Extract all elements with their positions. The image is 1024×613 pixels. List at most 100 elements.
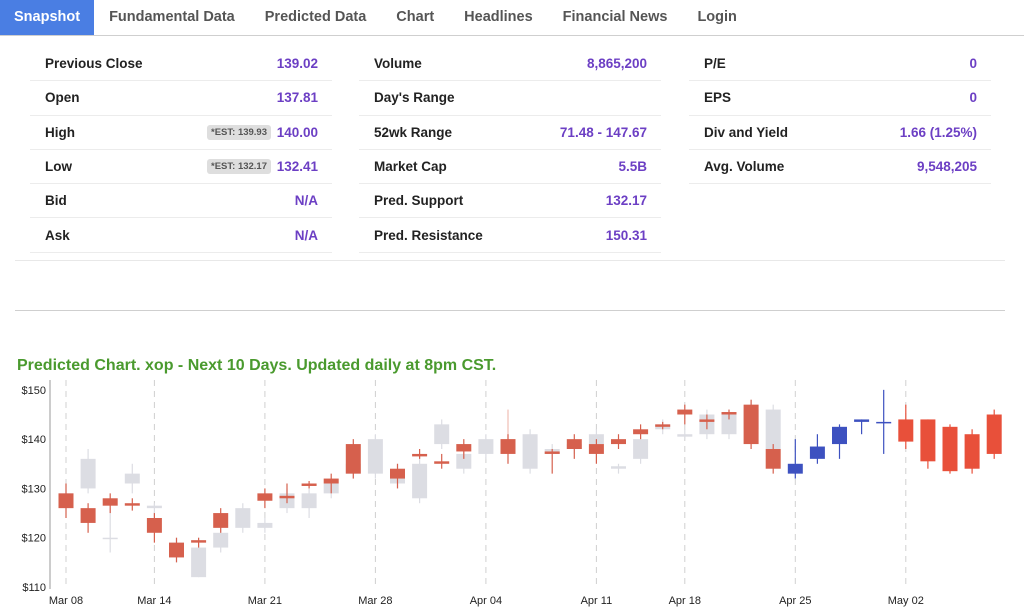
actual-candle <box>699 419 715 422</box>
predicted-candle <box>146 505 162 509</box>
stat-row: P/E 0 <box>689 47 991 82</box>
actual-candle <box>611 439 626 445</box>
stat-value: N/A <box>294 193 318 209</box>
x-tick-label: Apr 25 <box>779 595 811 607</box>
predicted-candle <box>213 532 229 548</box>
actual-candle <box>80 508 96 523</box>
x-tick-label: Apr 11 <box>581 595 613 607</box>
tab-financial-news[interactable]: Financial News <box>562 9 668 25</box>
actual-candle <box>102 498 118 506</box>
actual-candle <box>213 513 229 528</box>
y-tick-label: $130 <box>22 483 46 495</box>
stat-value: N/A <box>294 227 318 243</box>
predicted-candle <box>633 439 649 459</box>
tab-login[interactable]: Login <box>697 9 737 25</box>
stats-panel: Previous Close 139.02 Open 137.81 High *EST… <box>30 47 1000 260</box>
actual-candle <box>191 540 207 543</box>
stat-value: 71.48 - 147.67 <box>559 124 647 140</box>
stat-label: Previous Close <box>45 56 143 72</box>
stat-label: Ask <box>45 227 70 243</box>
actual-candle <box>124 503 140 506</box>
actual-candle <box>677 409 693 415</box>
stat-row: High *EST: 139.93 140.00 <box>30 116 332 150</box>
stat-value: 0 <box>969 90 977 106</box>
predicted-candle <box>124 473 140 484</box>
stats-column-market: Volume 8,865,200 Day's Range 52wk Range 71… <box>359 47 661 253</box>
stat-value: 139.02 <box>276 56 318 72</box>
tab-chart[interactable]: Chart <box>396 9 435 25</box>
stat-row: Avg. Volume 9,548,205 <box>689 150 991 185</box>
divider <box>15 310 1005 311</box>
stat-row: Div and Yield 1.66 (1.25%) <box>689 116 991 150</box>
candlestick-chart: $110 $120 $130 $140 $150 Mar 08 Mar 14 Mar 21 Ma… <box>22 380 1002 607</box>
actual-candle <box>146 518 162 533</box>
predicted-candle <box>765 409 781 449</box>
forecast-candle <box>920 419 936 462</box>
forecast-candle <box>964 434 980 469</box>
stat-label: 52wk Range <box>374 124 453 140</box>
actual-candle <box>500 439 516 454</box>
stats-column-fundamentals: P/E 0 EPS 0 Div and Yield 1.66 (1.25%) Avg.… <box>689 47 991 185</box>
actual-candle <box>721 412 737 415</box>
predicted-candle <box>456 453 472 469</box>
tab-predicted-data[interactable]: Predicted Data <box>264 9 367 25</box>
stat-row: Low *EST: 132.17 132.41 <box>30 150 332 185</box>
stat-label: Low <box>45 159 72 175</box>
stat-row: EPS 0 <box>689 81 991 116</box>
stat-label: Avg. Volume <box>704 159 785 175</box>
x-tick-label: Mar 28 <box>358 595 392 607</box>
stat-row: Market Cap 5.5B <box>359 150 661 185</box>
x-tick-label: Apr 18 <box>669 595 701 607</box>
stat-row: Volume 8,865,200 <box>359 47 661 82</box>
actual-candle <box>544 451 560 454</box>
y-tick-label: $110 <box>22 582 46 594</box>
stat-value: 9,548,205 <box>916 159 977 175</box>
chart-title: Predicted Chart. xop - Next 10 Days. Upd… <box>17 357 497 374</box>
stat-label: EPS <box>704 90 732 106</box>
stat-row: Pred. Resistance 150.31 <box>359 218 661 253</box>
stat-label: Pred. Resistance <box>374 227 483 243</box>
tab-fundamental-data[interactable]: Fundamental Data <box>109 9 235 25</box>
stat-label: Day's Range <box>374 90 455 106</box>
predicted-candle <box>522 434 538 469</box>
stat-row: Open 137.81 <box>30 81 332 116</box>
stat-value: 140.00 <box>276 124 318 140</box>
x-tick-label: Mar 21 <box>248 595 282 607</box>
stat-value: 150.31 <box>605 227 647 243</box>
x-tick-label: May 02 <box>888 595 924 607</box>
stat-row: Ask N/A <box>30 218 332 253</box>
forecast-candle <box>986 414 1002 454</box>
predicted-candle <box>677 434 693 437</box>
stat-label: Div and Yield <box>704 124 789 140</box>
predicted-candle <box>611 466 626 469</box>
stat-row: Pred. Support 132.17 <box>359 184 661 219</box>
stat-value: 132.17 <box>605 193 647 209</box>
actual-candle <box>655 424 671 427</box>
stat-label: Bid <box>45 193 67 209</box>
predicted-candle <box>478 439 494 454</box>
predicted-candle <box>721 414 737 435</box>
stat-label: Pred. Support <box>374 193 464 209</box>
x-tick-label: Apr 04 <box>470 595 502 607</box>
actual-candle <box>434 461 450 464</box>
stat-row: Day's Range <box>359 81 661 116</box>
forecast-candle <box>876 421 892 424</box>
tab-headlines[interactable]: Headlines <box>464 9 533 25</box>
stats-column-price: Previous Close 139.02 Open 137.81 High *EST… <box>30 47 332 253</box>
stat-row: Bid N/A <box>30 184 332 219</box>
actual-candle <box>588 444 604 454</box>
actual-candle <box>412 453 428 457</box>
stat-value: 1.66 (1.25%) <box>899 124 977 140</box>
stat-row: 52wk Range 71.48 - 147.67 <box>359 116 661 150</box>
stat-row: Previous Close 139.02 <box>30 47 332 82</box>
estimate-badge: *EST: 139.93 <box>207 124 271 140</box>
predicted-candle <box>412 463 428 499</box>
actual-candle <box>743 404 759 445</box>
tab-snapshot[interactable]: Snapshot <box>0 0 95 35</box>
forecast-candle <box>942 426 958 472</box>
tab-bar: Snapshot Fundamental Data Predicted Data… <box>0 0 1024 36</box>
forecast-candle <box>898 419 914 442</box>
actual-candle <box>456 444 472 452</box>
y-tick-label: $140 <box>22 434 46 446</box>
actual-candle <box>301 483 317 486</box>
